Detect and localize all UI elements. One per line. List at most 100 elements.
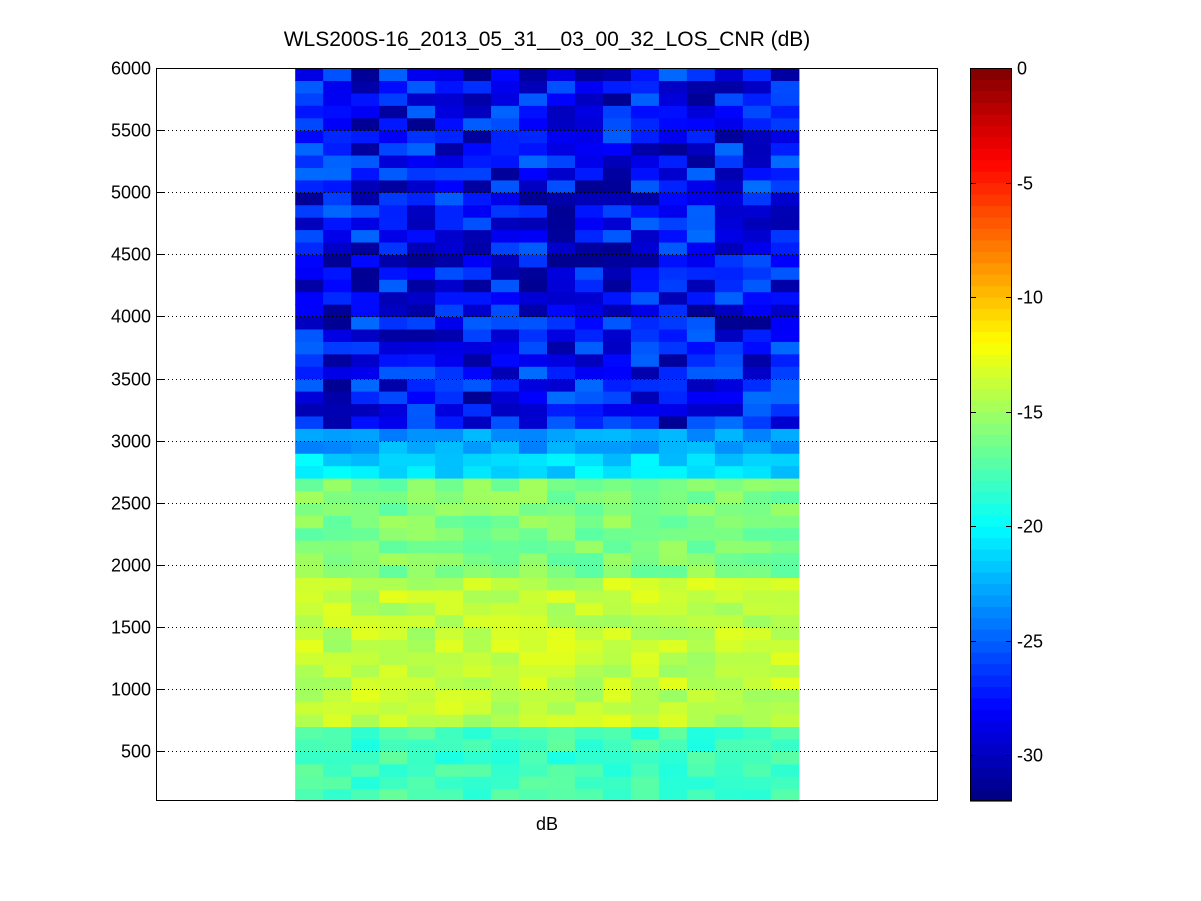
heatmap-cell (519, 217, 548, 231)
heatmap-cell (519, 515, 548, 529)
heatmap-cell (686, 68, 716, 82)
heatmap-cell (323, 304, 352, 318)
heatmap-cell (435, 701, 464, 715)
heatmap-cell (435, 627, 464, 641)
heatmap-cell (491, 614, 520, 628)
heatmap-cell (491, 788, 520, 802)
heatmap-cell (407, 304, 436, 318)
heatmap-cell (323, 266, 352, 280)
colorbar-segment (970, 549, 1012, 562)
heatmap-cell (519, 527, 548, 541)
heatmap-cell (686, 353, 716, 367)
heatmap-cell (574, 440, 604, 454)
heatmap-cell (491, 701, 520, 715)
heatmap-cell (574, 751, 604, 765)
heatmap-cell (630, 602, 660, 616)
heatmap-cell (602, 80, 632, 94)
heatmap-cell (658, 378, 688, 392)
heatmap-cell (379, 726, 408, 740)
heatmap-cell (574, 217, 604, 231)
heatmap-cell (463, 627, 492, 641)
heatmap-cell (491, 577, 520, 591)
heatmap-cell (547, 589, 576, 603)
heatmap-cell (435, 117, 464, 131)
heatmap-cell (658, 465, 688, 479)
heatmap-cell (602, 204, 632, 218)
heatmap-cell (574, 279, 604, 293)
heatmap-cell (323, 68, 352, 82)
heatmap-cell (602, 68, 632, 82)
heatmap-cell (742, 689, 772, 703)
heatmap-cell (770, 241, 800, 255)
heatmap-cell (379, 428, 408, 442)
heatmap-cell (574, 254, 604, 268)
heatmap-cell (351, 279, 380, 293)
colorbar-segment (970, 205, 1012, 218)
heatmap-cell (379, 440, 408, 454)
colorbar-segment (970, 457, 1012, 470)
heatmap-cell (323, 714, 352, 728)
heatmap-cell (463, 751, 492, 765)
heatmap-cell (686, 254, 716, 268)
heatmap-cell (491, 689, 520, 703)
colorbar-segment (970, 617, 1012, 630)
heatmap-cell (770, 142, 800, 156)
colorbar-segment (970, 182, 1012, 195)
heatmap-cell (519, 80, 548, 94)
heatmap-cell (658, 341, 688, 355)
heatmap-cell (630, 515, 660, 529)
heatmap-cell (602, 279, 632, 293)
heatmap-cell (463, 316, 492, 330)
heatmap-cell (435, 453, 464, 467)
heatmap-cell (435, 763, 464, 777)
heatmap-cell (295, 328, 324, 342)
heatmap-cell (463, 291, 492, 305)
colorbar-frame (970, 68, 1012, 801)
heatmap-cell (770, 714, 800, 728)
colorbar-segment (970, 766, 1012, 779)
heatmap-cell (658, 316, 688, 330)
heatmap-cell (407, 515, 436, 529)
heatmap-cell (630, 776, 660, 790)
heatmap-cell (742, 229, 772, 243)
heatmap-cell (435, 589, 464, 603)
heatmap-cell (295, 353, 324, 367)
colorbar-segment (970, 652, 1012, 665)
heatmap-cell (379, 515, 408, 529)
heatmap-cell (463, 117, 492, 131)
heatmap-cell (630, 763, 660, 777)
heatmap-cell (323, 415, 352, 429)
heatmap-cell (463, 217, 492, 231)
heatmap-cell (519, 751, 548, 765)
heatmap-cell (574, 117, 604, 131)
heatmap-cell (351, 552, 380, 566)
heatmap-cell (295, 465, 324, 479)
heatmap-cell (407, 279, 436, 293)
heatmap-cell (463, 130, 492, 144)
heatmap-cell (463, 415, 492, 429)
heatmap-cell (519, 105, 548, 119)
heatmap-cell (574, 291, 604, 305)
heatmap-cell (491, 627, 520, 641)
heatmap-cell (323, 229, 352, 243)
heatmap-cell (519, 241, 548, 255)
heatmap-cell (602, 751, 632, 765)
heatmap-cell (351, 179, 380, 193)
heatmap-cell (714, 254, 744, 268)
heatmap-cell (379, 105, 408, 119)
heatmap-cell (547, 428, 576, 442)
heatmap-cell (630, 266, 660, 280)
heatmap-cell (714, 689, 744, 703)
heatmap-cell (602, 105, 632, 119)
heatmap-cell (323, 726, 352, 740)
heatmap-cell (658, 453, 688, 467)
heatmap-cell (519, 763, 548, 777)
heatmap-cell (295, 714, 324, 728)
heatmap-cell (351, 304, 380, 318)
heatmap-cell (323, 639, 352, 653)
heatmap-cell (658, 701, 688, 715)
colorbar-segment (970, 571, 1012, 584)
heatmap-cell (491, 465, 520, 479)
heatmap-cell (379, 788, 408, 802)
heatmap-cell (491, 130, 520, 144)
